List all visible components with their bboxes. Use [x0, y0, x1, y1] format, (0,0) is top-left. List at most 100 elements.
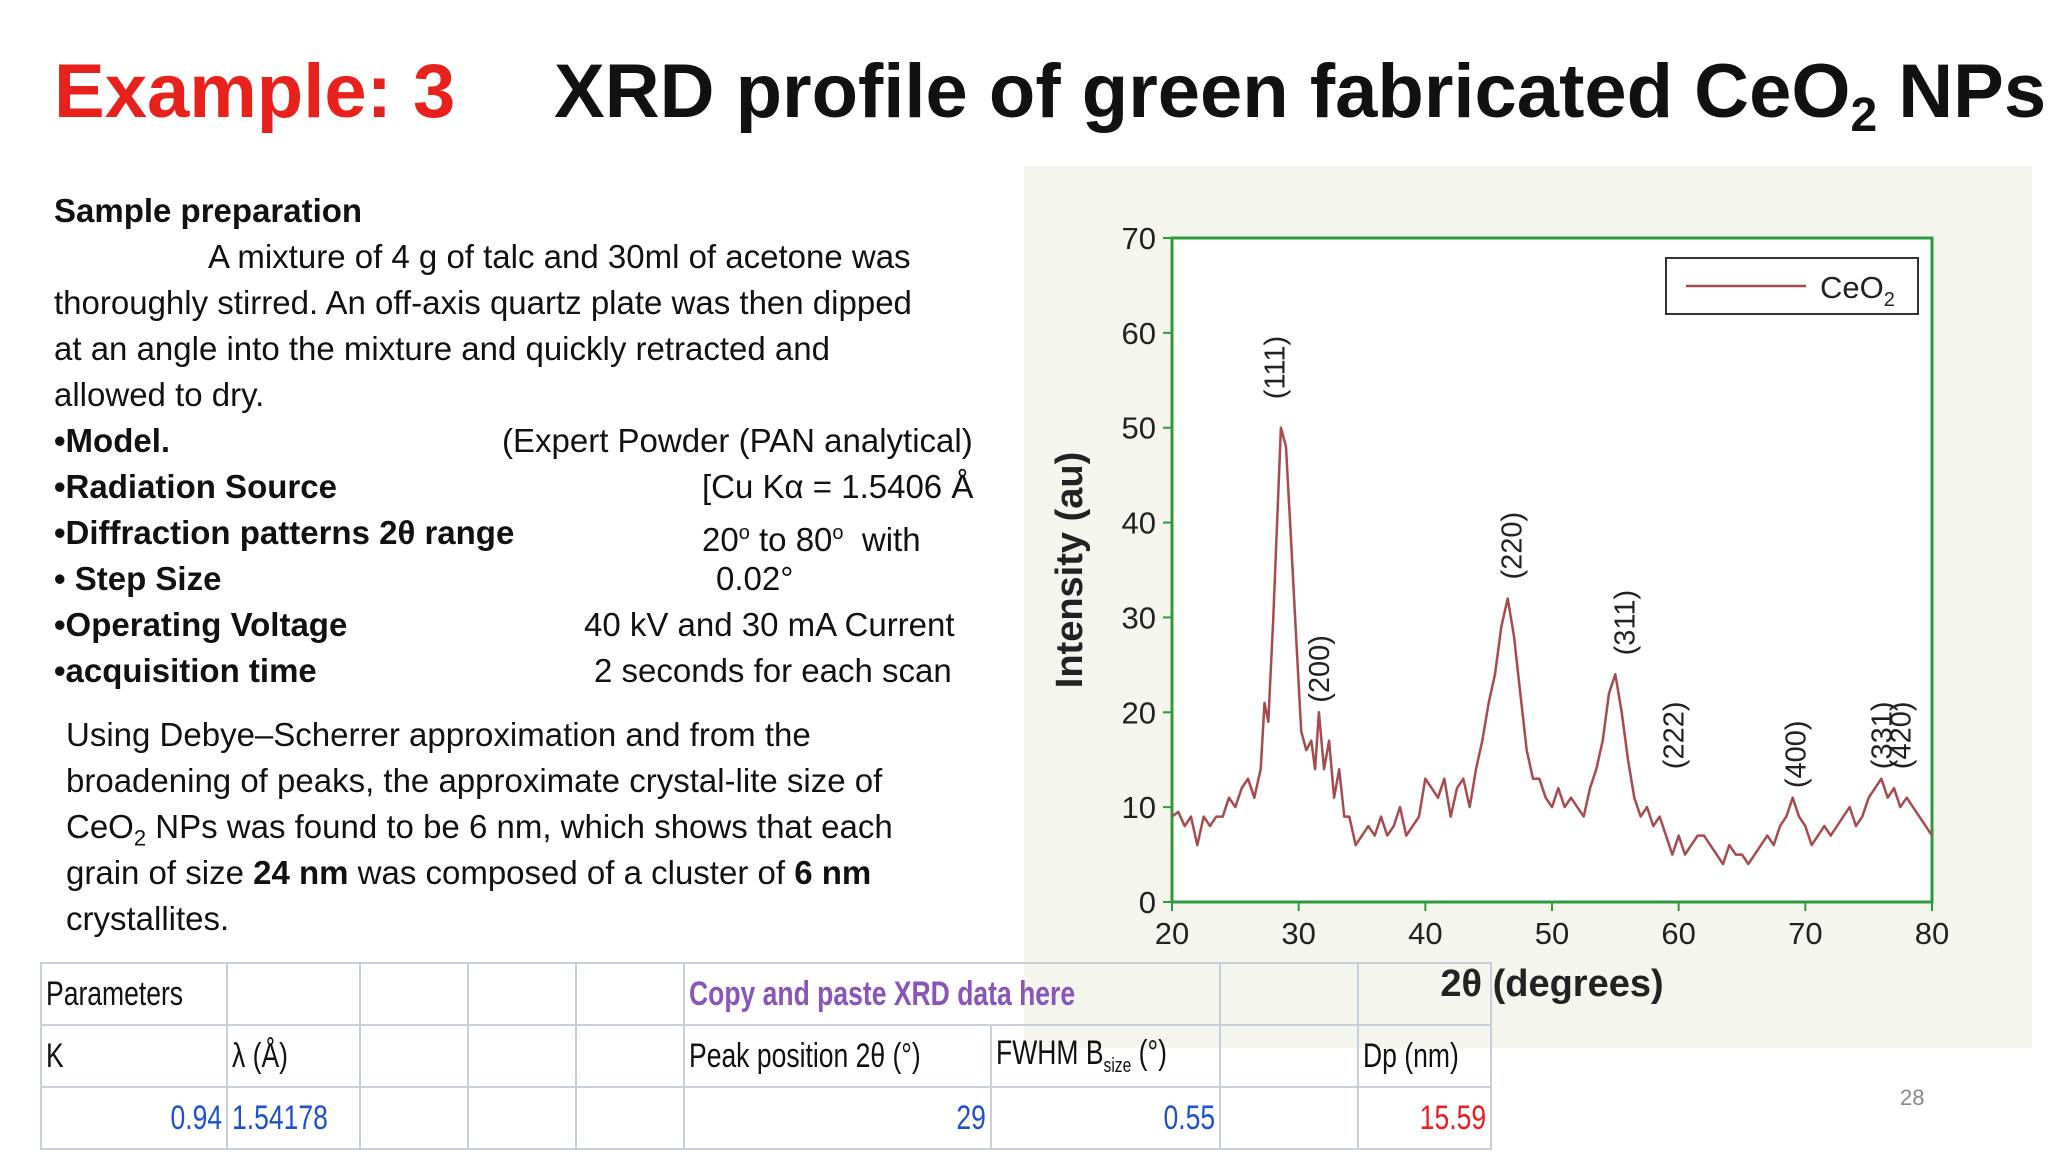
legend-label: CeO2	[1820, 270, 1895, 311]
header-k: K	[46, 1036, 64, 1075]
series-line-ceo2	[1171, 426, 1934, 866]
y-tick-label: 40	[1122, 506, 1156, 541]
peak-label: (420)	[1885, 701, 1917, 769]
scherrer-text: grain of size	[66, 854, 254, 891]
sample-prep-line: at an angle into the mixture and quickly…	[54, 330, 830, 367]
value-fwhm: 0.55	[1163, 1098, 1215, 1137]
value-k: 0.94	[170, 1098, 222, 1137]
parameters-label: Parameters	[46, 974, 184, 1013]
copy-paste-label: Copy and paste XRD data here	[688, 974, 1075, 1013]
x-tick-label: 50	[1535, 916, 1569, 951]
table-cell[interactable]	[358, 962, 469, 1026]
table-cell: FWHM Bsize (°)	[989, 1024, 1221, 1088]
table-cell[interactable]	[574, 1024, 685, 1088]
table-cell[interactable]	[466, 962, 577, 1026]
param-label-range: •Diffraction patterns 2θ range	[54, 514, 515, 551]
sample-prep-line: A mixture of 4 g of talc and 30ml of ace…	[208, 238, 911, 275]
table-cell[interactable]	[1218, 1024, 1359, 1088]
sample-prep-heading: Sample preparation	[54, 192, 363, 229]
table-cell[interactable]	[574, 1086, 685, 1150]
table-cell[interactable]	[574, 962, 685, 1026]
scherrer-line: grain of size 24 nm was composed of a cl…	[66, 850, 871, 896]
table-cell[interactable]: 29	[682, 1086, 992, 1150]
value-dp: 15.59	[1419, 1098, 1486, 1137]
param-label-voltage: •Operating Voltage	[54, 606, 348, 643]
peak-label: (200)	[1304, 635, 1336, 703]
table-cell[interactable]	[225, 962, 361, 1026]
fwhm-text: FWHM B	[995, 1034, 1104, 1073]
title-suffix: NPs	[1877, 49, 2047, 134]
degree-sup: o	[832, 522, 844, 544]
table-row: 0.94 1.54178 29 0.55 15.59	[40, 1086, 1492, 1150]
fwhm-unit: (°)	[1131, 1034, 1167, 1073]
range-with: with	[843, 521, 921, 558]
param-label-radiation: •Radiation Source	[54, 468, 337, 505]
title-subscript: 2	[1850, 89, 1878, 142]
y-tick-label: 60	[1122, 316, 1156, 351]
y-tick-label: 20	[1122, 695, 1156, 730]
sample-prep-line: allowed to dry.	[54, 376, 265, 413]
scherrer-line: Using Debye–Scherrer approximation and f…	[66, 716, 811, 753]
param-value-step: 0.02°	[716, 560, 794, 597]
fwhm-subscript: size	[1103, 1054, 1132, 1077]
scherrer-line: broadening of peaks, the approximate cry…	[66, 762, 883, 799]
y-tick-label: 70	[1122, 221, 1156, 256]
range-end: to 80	[749, 521, 833, 558]
table-cell[interactable]	[1218, 1086, 1359, 1150]
slide-title: XRD profile of green fabricated CeO2 NPs	[554, 48, 2046, 143]
table-cell: Peak position 2θ (°)	[682, 1024, 992, 1088]
table-cell: λ (Å)	[225, 1024, 361, 1088]
peak-label: (311)	[1609, 590, 1641, 656]
table-cell[interactable]	[466, 1024, 577, 1088]
header-dp: Dp (nm)	[1362, 1036, 1459, 1075]
ceo2-text: CeO	[66, 808, 134, 845]
param-value-radiation: [Cu Kα = 1.5406 Å	[702, 468, 974, 505]
table-cell[interactable]: 0.55	[989, 1086, 1221, 1150]
param-label-step: • Step Size	[54, 560, 222, 597]
param-label-model: •Model.	[54, 422, 171, 459]
table-cell[interactable]	[1218, 962, 1359, 1026]
table-cell[interactable]: 1.54178	[225, 1086, 361, 1150]
table-cell[interactable]	[1356, 962, 1492, 1026]
page-number: 28	[1900, 1085, 1925, 1110]
table-cell[interactable]	[358, 1024, 469, 1088]
y-axis-label: Intensity (au)	[1049, 452, 1091, 688]
peak-label: (331)	[1866, 701, 1898, 769]
x-tick-label: 40	[1408, 916, 1442, 951]
table-cell: Dp (nm)	[1356, 1024, 1492, 1088]
x-tick-label: 80	[1915, 916, 1949, 951]
table-cell[interactable]	[358, 1086, 469, 1150]
sample-prep-line: thoroughly stirred. An off-axis quartz p…	[54, 284, 912, 321]
table-cell[interactable]: 0.94	[40, 1086, 228, 1150]
peak-label: (222)	[1659, 701, 1691, 769]
header-peak-position: Peak position 2θ (°)	[688, 1036, 921, 1075]
table-row: K λ (Å) Peak position 2θ (°) FWHM Bsize …	[40, 1024, 1492, 1088]
y-tick-label: 50	[1122, 411, 1156, 446]
x-tick-label: 30	[1281, 916, 1315, 951]
x-tick-label: 60	[1661, 916, 1695, 951]
y-tick-label: 0	[1139, 885, 1156, 920]
header-lambda: λ (Å)	[231, 1036, 288, 1075]
table-cell: Parameters	[40, 962, 228, 1026]
scherrer-line: crystallites.	[66, 900, 230, 937]
param-value-acquisition: 2 seconds for each scan	[594, 652, 952, 689]
y-tick-label: 30	[1122, 600, 1156, 635]
x-tick-label: 20	[1155, 916, 1189, 951]
degree-sup: o	[738, 522, 750, 544]
table-cell[interactable]	[466, 1086, 577, 1150]
range-start: 20	[702, 521, 739, 558]
title-main-text: XRD profile of green fabricated CeO	[554, 49, 1851, 134]
xrd-calculator-table: Parameters Copy and paste XRD data here …	[40, 962, 1492, 1150]
x-tick-label: 70	[1788, 916, 1822, 951]
table-row: Parameters Copy and paste XRD data here	[40, 962, 1492, 1026]
param-label-acquisition: •acquisition time	[54, 652, 317, 689]
table-cell[interactable]: 15.59	[1356, 1086, 1492, 1150]
param-value-model: (Expert Powder (PAN analytical)	[502, 422, 973, 459]
value-lambda: 1.54178	[231, 1098, 328, 1137]
peak-label: (220)	[1497, 512, 1529, 580]
param-value-voltage: 40 kV and 30 mA Current	[584, 606, 955, 643]
header-fwhm: FWHM Bsize (°)	[996, 1034, 1167, 1078]
grain-size: 24 nm	[253, 854, 349, 891]
